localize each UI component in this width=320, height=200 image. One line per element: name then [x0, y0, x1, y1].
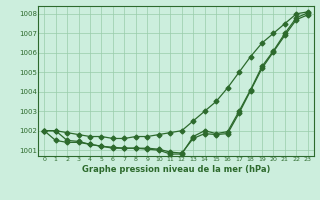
X-axis label: Graphe pression niveau de la mer (hPa): Graphe pression niveau de la mer (hPa) [82, 165, 270, 174]
